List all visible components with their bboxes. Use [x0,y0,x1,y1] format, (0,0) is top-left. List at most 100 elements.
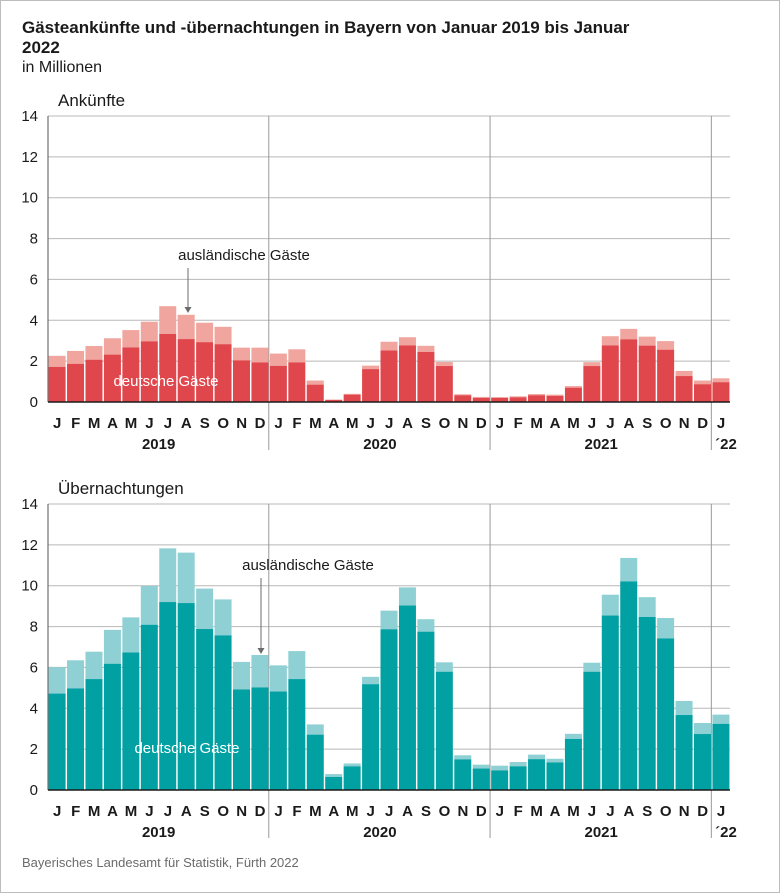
nights-bar-foreign [380,610,398,630]
nights-month-label: N [457,803,468,820]
arrivals-month-label: F [292,415,301,432]
nights-bar-foreign [288,651,306,680]
arrivals-bar-foreign [159,306,177,334]
arrivals-bar-foreign [122,330,140,348]
arrivals-bar-foreign [140,321,158,342]
arrivals-month-label: D [697,415,708,432]
arrivals-month-label: J [606,415,614,432]
nights-month-label: M [88,803,101,820]
nights-bar-domestic [306,734,324,790]
nights-bar-domestic [491,770,509,790]
arrivals-y-tick-label: 6 [30,271,38,288]
arrivals-y-tick-label: 12 [21,149,38,166]
arrivals-bar-foreign [601,336,619,346]
nights-month-label: A [550,803,561,820]
arrivals-bar-domestic [491,397,509,402]
arrivals-bar-foreign [564,386,582,388]
nights-year-label: 2021 [585,824,618,841]
arrivals-bar-foreign [85,346,103,360]
arrivals-month-label: J [145,415,153,432]
nights-bar-domestic [214,635,232,790]
arrivals-bar-domestic [122,347,140,402]
nights-month-label: S [200,803,210,820]
nights-bar-foreign [694,722,711,735]
nights-bar-foreign [306,724,324,735]
nights-annotation-arrow-head [257,648,265,654]
nights-month-label: A [402,803,413,820]
nights-y-tick-label: 8 [30,619,38,636]
nights-month-label: M [530,803,543,820]
nights-bar-domestic [454,759,472,790]
nights-month-label: D [255,803,266,820]
nights-month-label: J [385,803,393,820]
nights-bar-domestic [325,776,343,790]
arrivals-bar-foreign [435,361,453,367]
arrivals-bar-foreign [306,380,324,385]
arrivals-bar-foreign [233,347,250,361]
nights-month-label: S [421,803,431,820]
nights-y-tick-label: 4 [30,700,38,717]
arrivals-month-label: J [53,415,61,432]
arrivals-bar-domestic [472,397,490,402]
nights-month-label: J [274,803,282,820]
nights-month-label: M [567,803,580,820]
nights-bar-domestic [398,605,416,790]
arrivals-bar-foreign [380,341,398,351]
nights-bar-foreign [177,552,195,604]
nights-bar-foreign [325,774,343,777]
arrivals-bar-foreign [675,370,693,377]
arrivals-month-label: J [496,415,504,432]
arrivals-bar-domestic [269,365,287,402]
nights-bar-domestic [417,631,435,790]
nights-bar-foreign [85,651,103,680]
arrivals-bar-domestic [103,354,121,402]
nights-month-label: J [53,803,61,820]
nights-bar-foreign [67,660,85,689]
arrivals-bar-foreign [251,347,269,363]
nights-bar-domestic [712,723,730,790]
arrivals-bar-domestic [528,395,546,402]
nights-month-label: J [164,803,172,820]
arrivals-bar-foreign [620,328,638,340]
arrivals-bar-foreign [528,394,546,396]
arrivals-bar-domestic [288,362,306,402]
arrivals-bar-domestic [417,351,435,402]
nights-bar-foreign [196,588,214,630]
chart-title: Gästeankünfte und -übernachtungen in Bay… [22,18,630,57]
arrivals-month-label: N [457,415,468,432]
nights-month-label: J [606,803,614,820]
nights-bar-domestic [140,624,158,790]
nights-bar-foreign [140,585,158,625]
arrivals-month-label: A [550,415,561,432]
arrivals-panel-title: Ankünfte [58,91,125,110]
nights-bar-domestic [601,615,619,790]
arrivals-bar-foreign [694,380,711,385]
arrivals-month-label: M [309,415,322,432]
nights-bar-foreign [435,662,453,672]
arrivals-bar-foreign [638,336,656,346]
nights-bar-domestic [251,687,269,790]
nights-bar-foreign [712,714,730,724]
arrivals-year-label: 2021 [585,436,618,453]
arrivals-month-label: J [385,415,393,432]
nights-bar-foreign [454,755,472,760]
nights-bar-domestic [85,679,103,790]
nights-bar-foreign [417,619,435,632]
nights-bar-domestic [657,638,675,790]
nights-bar-domestic [269,691,287,790]
nights-month-label: S [642,803,652,820]
nights-month-label: O [660,803,672,820]
nights-bar-foreign [657,617,675,639]
arrivals-bar-foreign [48,355,66,367]
arrivals-month-label: S [200,415,210,432]
nights-annotation-foreign: ausländische Gäste [242,557,374,574]
arrivals-month-label: F [71,415,80,432]
nights-bar-foreign [583,662,601,672]
arrivals-bar-foreign [454,394,472,396]
nights-bar-domestic [675,715,693,790]
arrivals-y-tick-label: 10 [21,190,38,207]
nights-year-label: ´22 [715,824,737,841]
arrivals-month-label: A [402,415,413,432]
arrivals-month-label: D [476,415,487,432]
